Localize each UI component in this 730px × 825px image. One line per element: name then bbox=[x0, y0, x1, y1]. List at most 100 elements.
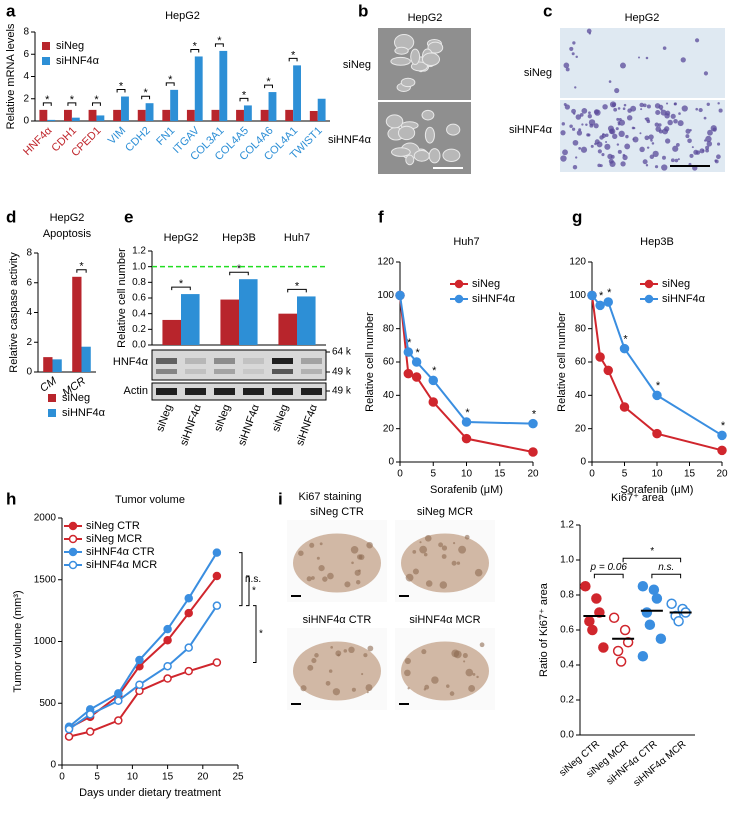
stained-cell bbox=[594, 109, 601, 116]
stained-cell bbox=[560, 155, 567, 162]
stained-cell bbox=[662, 128, 669, 135]
stained-cell bbox=[648, 134, 654, 140]
sig-bracket bbox=[116, 89, 126, 93]
bar bbox=[194, 56, 203, 121]
image-label: siHNF4α bbox=[509, 124, 553, 136]
stained-cell bbox=[662, 155, 666, 160]
point bbox=[114, 689, 123, 698]
stained-cell bbox=[646, 104, 651, 109]
tissue-spot bbox=[412, 550, 417, 554]
y-tick-label: 100 bbox=[377, 290, 394, 301]
stained-cell bbox=[681, 105, 688, 112]
legend-marker bbox=[454, 279, 464, 289]
stained-cell bbox=[569, 124, 573, 128]
stained-cell bbox=[618, 130, 625, 137]
stained-cell bbox=[685, 128, 691, 134]
stained-cell bbox=[631, 126, 635, 130]
significance: * bbox=[119, 80, 124, 92]
image-label: siNeg bbox=[343, 59, 371, 71]
sig-bracket bbox=[214, 43, 224, 47]
panel-letter: f bbox=[378, 207, 384, 226]
x-tick-label: 5 bbox=[622, 469, 628, 480]
y-axis-label: Tumor volume (mm³) bbox=[12, 590, 24, 692]
stained-cell bbox=[680, 57, 686, 63]
tissue-spot bbox=[441, 554, 447, 559]
sig-bracket bbox=[190, 48, 200, 53]
cell bbox=[428, 148, 441, 164]
comparison-bracket bbox=[651, 573, 682, 579]
point bbox=[587, 290, 597, 301]
stained-cell bbox=[571, 127, 576, 131]
y-tick-label: 0.6 bbox=[132, 293, 146, 304]
x-tick-label: 0 bbox=[59, 772, 65, 783]
stained-cell bbox=[605, 140, 608, 144]
bar bbox=[72, 276, 82, 372]
comparison-label: * bbox=[650, 546, 655, 557]
legend-marker bbox=[644, 279, 654, 289]
band bbox=[301, 358, 322, 364]
stained-cell bbox=[654, 103, 661, 109]
band bbox=[214, 358, 235, 364]
blot-actin bbox=[151, 382, 327, 401]
point bbox=[461, 433, 472, 444]
legend-swatch bbox=[48, 394, 56, 402]
cell bbox=[421, 109, 435, 121]
y-tick-label: 4 bbox=[26, 307, 32, 318]
tissue-spot bbox=[332, 688, 341, 696]
stained-cell bbox=[616, 117, 620, 121]
y-axis-label: Relative cell number bbox=[116, 248, 128, 348]
tissue-spot bbox=[463, 660, 466, 663]
bar bbox=[278, 313, 297, 345]
point bbox=[184, 666, 193, 676]
point bbox=[184, 608, 193, 618]
tissue-spot bbox=[351, 561, 354, 565]
y-tick-label: 80 bbox=[575, 323, 587, 334]
point bbox=[428, 375, 438, 386]
stained-cell bbox=[605, 133, 609, 137]
x-axis-label: Sorafenib (μM) bbox=[430, 484, 503, 496]
point bbox=[114, 716, 123, 725]
stained-cell bbox=[645, 56, 649, 60]
tissue-spot bbox=[366, 541, 373, 549]
stained-cell bbox=[706, 102, 710, 106]
band bbox=[156, 358, 177, 364]
stained-cell bbox=[717, 142, 721, 146]
stained-cell bbox=[623, 103, 627, 107]
stained-cell bbox=[670, 158, 675, 163]
stained-cell bbox=[677, 120, 684, 127]
tissue-spot bbox=[441, 545, 448, 551]
point bbox=[403, 347, 414, 357]
x-axis-label: Sorafenib (μM) bbox=[621, 484, 694, 496]
stained-cell bbox=[717, 102, 720, 105]
bar bbox=[52, 359, 62, 372]
y-tick-label: 1500 bbox=[34, 574, 57, 585]
stained-cell bbox=[664, 113, 670, 119]
significance: * bbox=[407, 337, 412, 349]
lane-label: siNeg bbox=[270, 403, 291, 434]
tissue bbox=[401, 641, 489, 701]
stained-cell bbox=[574, 86, 577, 89]
bar bbox=[268, 92, 277, 121]
legend-label: siNeg CTR bbox=[86, 520, 140, 532]
stained-cell bbox=[687, 138, 692, 144]
point bbox=[608, 612, 620, 623]
bar bbox=[64, 109, 72, 121]
significance: * bbox=[193, 40, 198, 52]
tissue-spot bbox=[412, 568, 419, 575]
tissue-spot bbox=[425, 580, 433, 587]
stained-cell bbox=[571, 108, 576, 114]
stained-cell bbox=[694, 38, 700, 43]
stained-cell bbox=[646, 146, 650, 149]
y-tick-label: 0.0 bbox=[132, 340, 146, 351]
series-line bbox=[591, 294, 723, 437]
point bbox=[85, 727, 95, 736]
stained-cell bbox=[642, 159, 648, 165]
stained-cell bbox=[625, 134, 629, 139]
series-line bbox=[68, 661, 218, 738]
micrograph bbox=[560, 28, 725, 98]
stained-cell bbox=[590, 144, 594, 148]
legend-label: siNeg bbox=[56, 40, 84, 52]
sig-bracket bbox=[287, 288, 307, 293]
stained-cell bbox=[580, 146, 588, 153]
stained-cell bbox=[604, 143, 611, 150]
